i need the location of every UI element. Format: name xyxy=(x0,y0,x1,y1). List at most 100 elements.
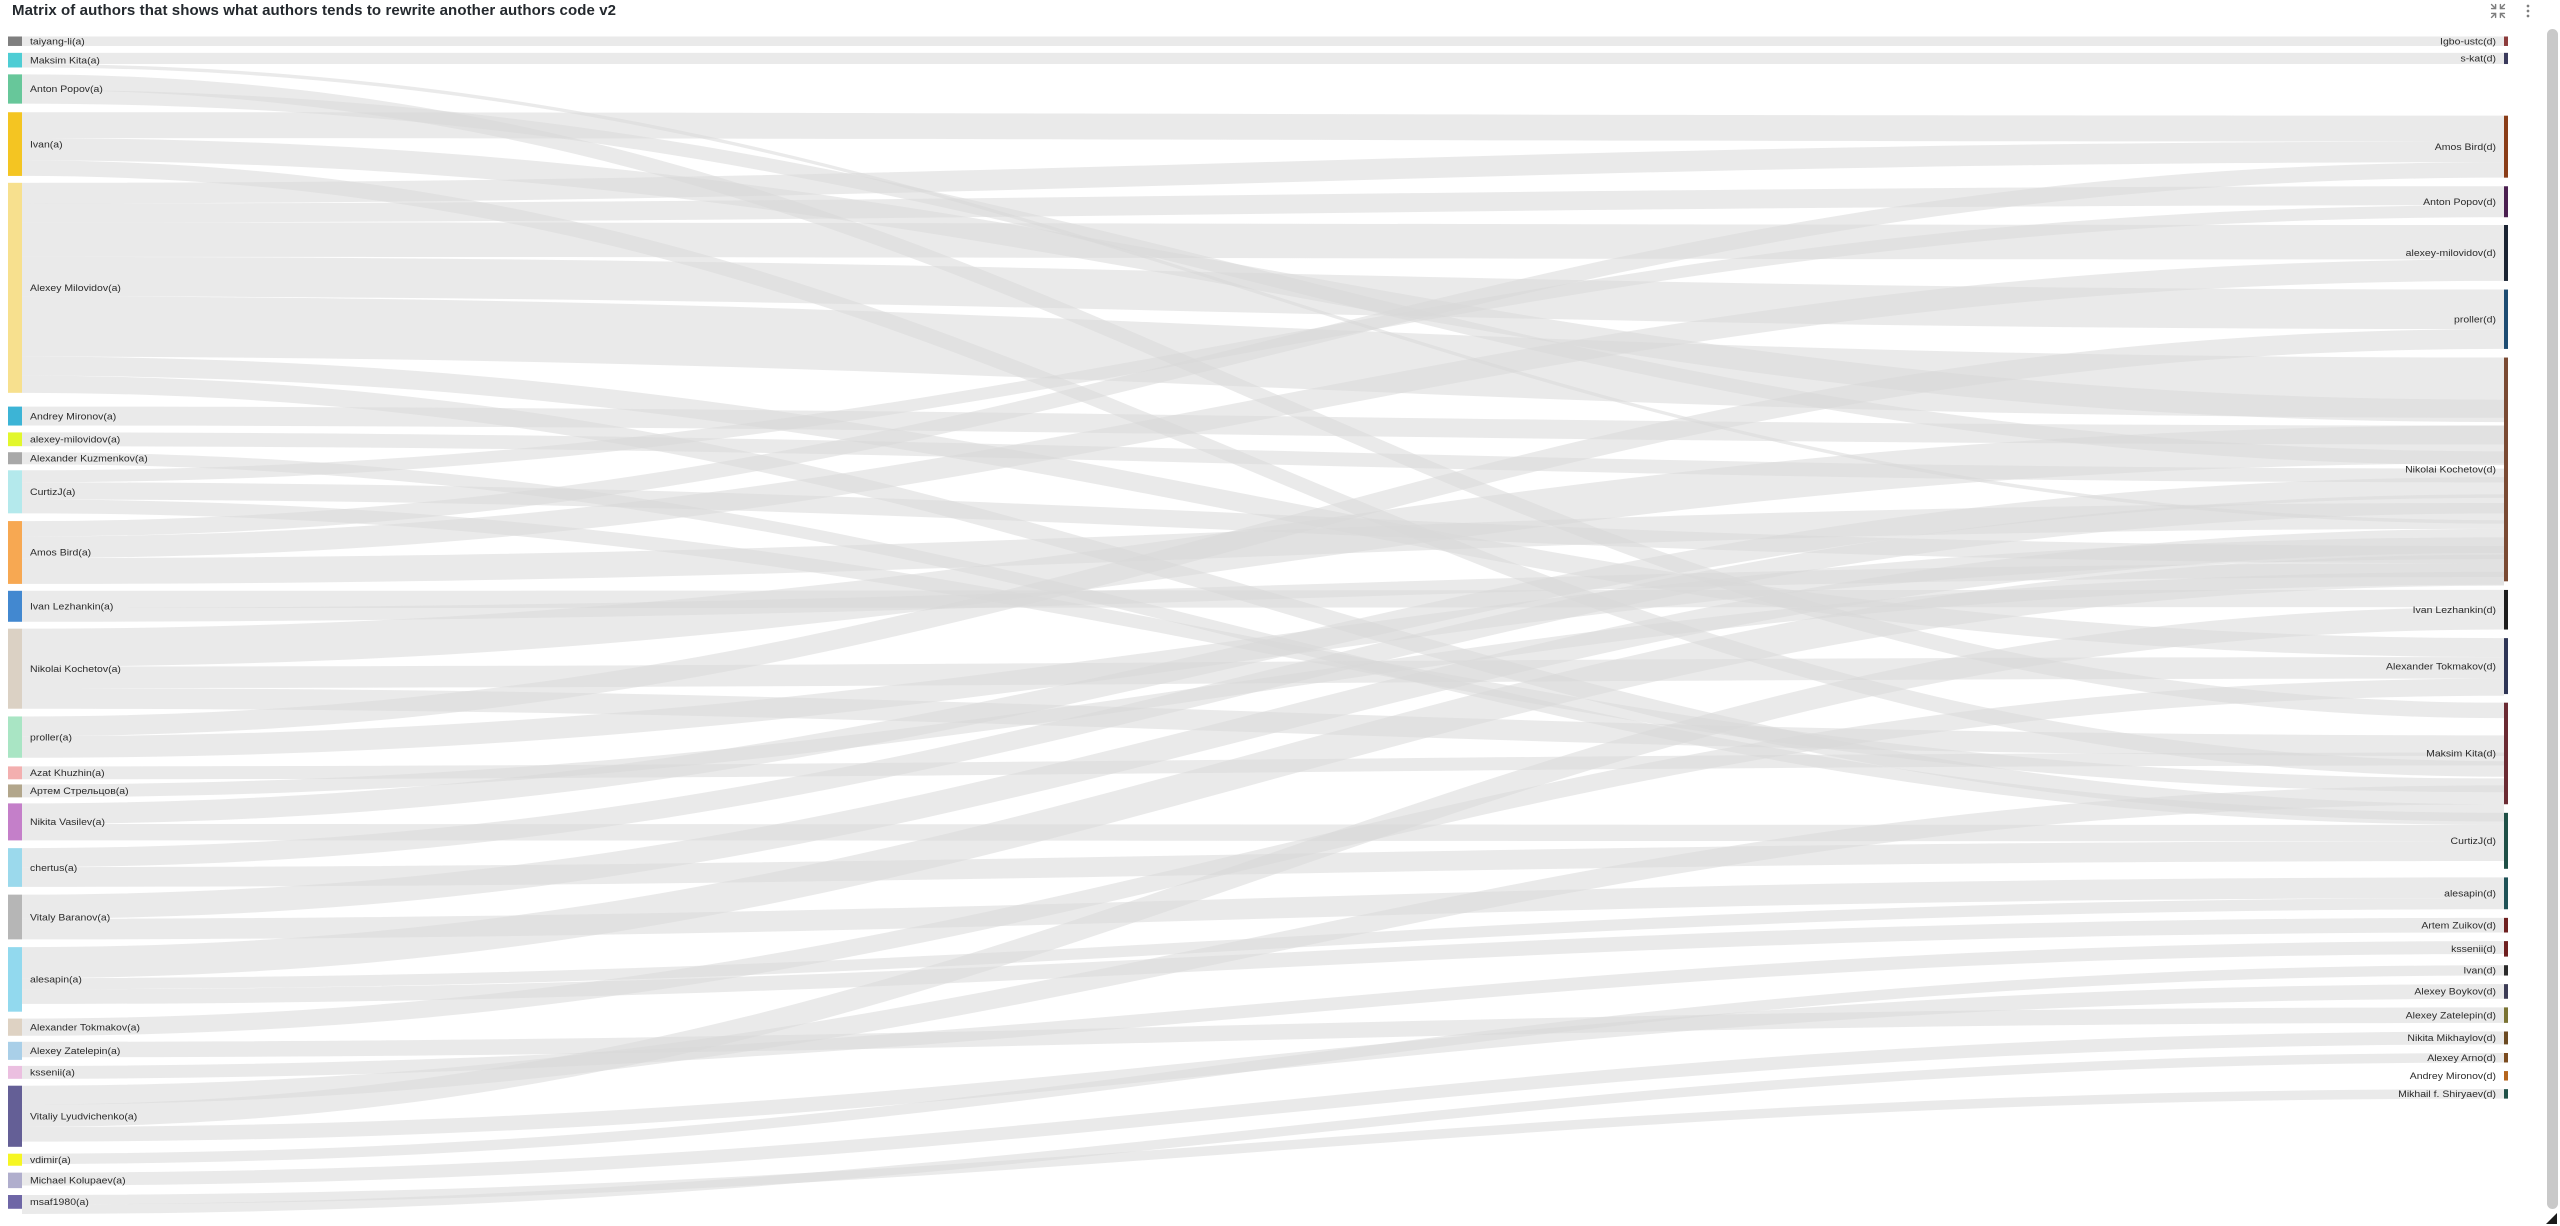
sankey-source-node-label: Nikolai Kochetov(a) xyxy=(30,665,121,675)
sankey-link[interactable] xyxy=(22,162,2504,537)
sankey-source-node[interactable] xyxy=(8,112,22,176)
sankey-source-node[interactable] xyxy=(8,1153,22,1166)
vertical-scrollbar-track[interactable] xyxy=(2544,21,2560,1226)
sankey-source-node-label: Ivan(a) xyxy=(30,140,63,150)
sankey-target-node[interactable] xyxy=(2504,1031,2508,1045)
sankey-target-node[interactable] xyxy=(2504,702,2508,805)
sankey-link[interactable] xyxy=(22,52,2504,65)
sankey-link[interactable] xyxy=(22,1052,2504,1214)
sankey-source-node[interactable] xyxy=(8,716,22,758)
sankey-link[interactable] xyxy=(22,554,2504,979)
sankey-source-node-label: Michael Kolupaev(a) xyxy=(30,1176,126,1186)
sankey-labels-layer: taiyang-li(a) Maksim Kita(a) Anton Popov(a… xyxy=(30,37,2496,1208)
sankey-source-node[interactable] xyxy=(8,1085,22,1147)
panel-header: Matrix of authors that shows what author… xyxy=(0,0,2560,21)
sankey-target-node[interactable] xyxy=(2504,1052,2508,1063)
sankey-link[interactable] xyxy=(22,160,2504,777)
sankey-source-node-label: Maksim Kita(a) xyxy=(30,56,100,66)
sankey-source-node[interactable] xyxy=(8,628,22,709)
sankey-link[interactable] xyxy=(22,785,2504,1105)
kebab-menu-icon[interactable] xyxy=(2520,3,2536,19)
sankey-source-node[interactable] xyxy=(8,1065,22,1079)
sankey-source-node[interactable] xyxy=(8,52,22,68)
sankey-link[interactable] xyxy=(22,74,2504,719)
sankey-source-node[interactable] xyxy=(8,521,22,584)
sankey-source-node[interactable] xyxy=(8,766,22,780)
sankey-link[interactable] xyxy=(22,36,2504,46)
sankey-target-node[interactable] xyxy=(2504,36,2508,46)
sankey-link[interactable] xyxy=(22,1089,2504,1205)
sankey-target-node[interactable] xyxy=(2504,115,2508,178)
sankey-source-node-label: Vitaliy Lyudvichenko(a) xyxy=(30,1112,137,1122)
sankey-link[interactable] xyxy=(22,112,2504,142)
sankey-source-node-label: Amos Bird(a) xyxy=(30,548,91,558)
sankey-link[interactable] xyxy=(22,186,2504,223)
sankey-source-node-label: Артем Стрельцов(a) xyxy=(30,787,129,797)
sankey-source-node[interactable] xyxy=(8,470,22,514)
sankey-source-node-label: kssenii(a) xyxy=(30,1068,75,1078)
sankey-target-node-label: Ivan(d) xyxy=(2463,966,2496,976)
sankey-target-node[interactable] xyxy=(2504,186,2508,218)
sankey-source-node[interactable] xyxy=(8,590,22,622)
sankey-source-node[interactable] xyxy=(8,452,22,465)
sankey-link[interactable] xyxy=(22,259,2504,559)
sankey-source-node-label: Andrey Mironov(a) xyxy=(30,412,116,422)
resize-grip[interactable] xyxy=(2544,1211,2558,1225)
sankey-chart[interactable]: taiyang-li(a) Maksim Kita(a) Anton Popov(a… xyxy=(0,21,2560,1226)
sankey-source-node[interactable] xyxy=(8,848,22,887)
sankey-source-node[interactable] xyxy=(8,784,22,798)
sankey-source-node[interactable] xyxy=(8,1041,22,1060)
vertical-scrollbar-thumb[interactable] xyxy=(2547,29,2558,1209)
sankey-target-node[interactable] xyxy=(2504,877,2508,910)
sankey-target-node-label: Alexey Boykov(d) xyxy=(2414,987,2496,997)
sankey-source-node[interactable] xyxy=(8,947,22,1012)
sankey-link[interactable] xyxy=(22,406,2504,445)
sankey-link[interactable] xyxy=(22,528,2504,919)
sankey-source-node[interactable] xyxy=(8,36,22,46)
sankey-target-node[interactable] xyxy=(2504,1007,2508,1023)
sankey-source-node[interactable] xyxy=(8,1018,22,1036)
sankey-link[interactable] xyxy=(22,141,2504,204)
sankey-link[interactable] xyxy=(22,965,2504,1165)
sankey-source-node[interactable] xyxy=(8,406,22,426)
sankey-svg: taiyang-li(a) Maksim Kita(a) Anton Popov(a… xyxy=(8,36,2508,1214)
sankey-source-node[interactable] xyxy=(8,894,22,940)
sankey-target-node[interactable] xyxy=(2504,1071,2508,1081)
sankey-source-node-label: taiyang-li(a) xyxy=(30,37,85,47)
sankey-target-node[interactable] xyxy=(2504,589,2508,630)
page-title: Matrix of authors that shows what author… xyxy=(12,2,617,19)
sankey-target-node[interactable] xyxy=(2504,638,2508,695)
sankey-target-node[interactable] xyxy=(2504,224,2508,281)
sankey-source-node-label: vdimir(a) xyxy=(30,1156,71,1166)
sankey-source-node-label: Anton Popov(a) xyxy=(30,85,103,95)
sankey-source-node[interactable] xyxy=(8,74,22,104)
sankey-link[interactable] xyxy=(22,477,2504,825)
sankey-target-node[interactable] xyxy=(2504,984,2508,999)
sankey-source-node[interactable] xyxy=(8,1172,22,1189)
sankey-link[interactable] xyxy=(22,1031,2504,1186)
sankey-target-node[interactable] xyxy=(2504,357,2508,582)
sankey-source-node[interactable] xyxy=(8,432,22,447)
sankey-source-node-label: Ivan Lezhankin(a) xyxy=(30,602,113,612)
sankey-source-node[interactable] xyxy=(8,1195,22,1209)
sankey-target-node[interactable] xyxy=(2504,917,2508,933)
sankey-target-node[interactable] xyxy=(2504,289,2508,349)
collapse-icon[interactable] xyxy=(2490,3,2506,19)
sankey-source-node[interactable] xyxy=(8,803,22,841)
sankey-source-node[interactable] xyxy=(8,182,22,393)
sankey-link[interactable] xyxy=(22,329,2504,737)
sankey-target-node[interactable] xyxy=(2504,941,2508,957)
sankey-link[interactable] xyxy=(22,425,2504,667)
sankey-link[interactable] xyxy=(22,494,2504,868)
sankey-target-node[interactable] xyxy=(2504,1089,2508,1099)
sankey-target-node-label: s-kat(d) xyxy=(2460,54,2496,64)
sankey-link[interactable] xyxy=(22,607,2504,1128)
sankey-link[interactable] xyxy=(22,941,2504,1079)
sankey-target-node[interactable] xyxy=(2504,965,2508,976)
sankey-links-layer xyxy=(22,36,2504,1214)
sankey-source-node-label: alexey-milovidov(a) xyxy=(30,435,120,445)
sankey-target-node[interactable] xyxy=(2504,812,2508,869)
sankey-target-node[interactable] xyxy=(2504,52,2508,65)
sankey-link[interactable] xyxy=(22,356,2504,658)
